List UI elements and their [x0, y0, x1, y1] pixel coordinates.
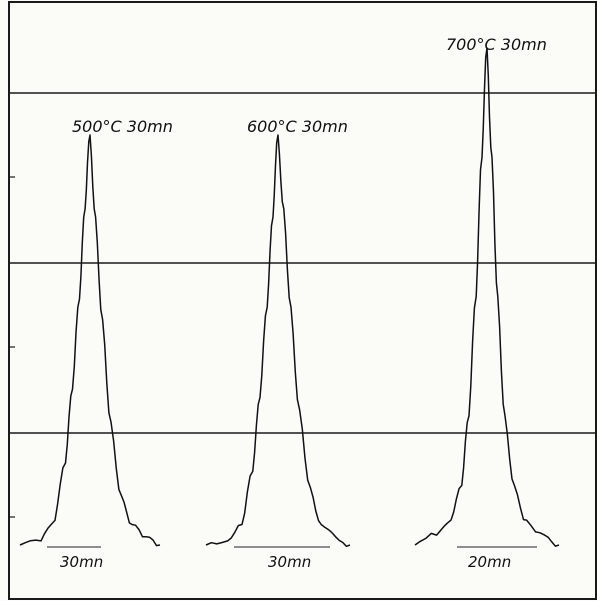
time-scale-label-500c: 30mn [60, 553, 103, 571]
time-scale-label-700c: 20mn [468, 553, 511, 571]
peak-trace-700c [414, 47, 560, 547]
chart-frame [8, 1, 597, 600]
peak-label-700c: 700°C 30mn [446, 35, 547, 54]
peak-group-700c: 700°C 30mn 20mn [414, 35, 560, 571]
peak-trace-600c [205, 134, 351, 548]
peak-label-600c: 600°C 30mn [247, 117, 348, 136]
peak-group-500c: 500°C 30mn 30mn [19, 117, 173, 571]
time-scale-label-600c: 30mn [268, 553, 311, 571]
peak-label-500c: 500°C 30mn [72, 117, 173, 136]
peak-trace-500c [19, 134, 161, 547]
peak-group-600c: 600°C 30mn 30mn [205, 117, 351, 571]
